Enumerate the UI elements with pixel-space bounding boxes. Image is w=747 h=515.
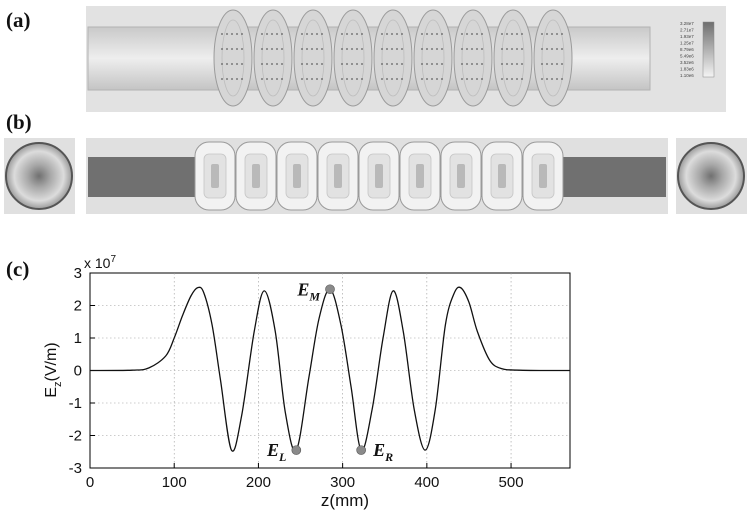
panel-label-a: (a) bbox=[6, 8, 31, 32]
panel-b-cell bbox=[399, 141, 441, 211]
panel-b-cross-sections bbox=[4, 138, 747, 214]
y-tick-label: -2 bbox=[69, 428, 82, 445]
panel-a-cells bbox=[213, 9, 573, 107]
y-tick-label: -1 bbox=[69, 395, 82, 412]
panel-a-cell bbox=[413, 9, 453, 107]
panel-b-cell bbox=[522, 141, 564, 211]
panel-b-cell bbox=[276, 141, 318, 211]
panel-b-left-endview bbox=[5, 142, 73, 210]
panel-a-colorbar bbox=[702, 21, 715, 78]
panel-a-cell bbox=[293, 9, 333, 107]
panel-b-cell bbox=[481, 141, 523, 211]
y-tick-label: 1 bbox=[74, 330, 82, 347]
panel-a-cell bbox=[533, 9, 573, 107]
panel-b-right-endview bbox=[677, 142, 745, 210]
colorbar-tick-label: 1.25e7 bbox=[680, 41, 694, 46]
marker-point bbox=[291, 445, 302, 455]
panel-b-cell bbox=[358, 141, 400, 211]
x-tick-label: 0 bbox=[86, 474, 94, 491]
panel-a-cell bbox=[373, 9, 413, 107]
marker-point bbox=[356, 445, 366, 455]
x-tick-label: 100 bbox=[162, 474, 187, 491]
panel-a-cell bbox=[253, 9, 293, 107]
panel-b-cell bbox=[317, 141, 359, 211]
y-tick-label: 2 bbox=[74, 298, 82, 315]
colorbar-tick-label: 8.79e6 bbox=[680, 47, 694, 52]
marker-point bbox=[325, 284, 335, 295]
x-tick-label: 300 bbox=[330, 474, 355, 491]
x-tick-label: 400 bbox=[414, 474, 439, 491]
panel-b-cell bbox=[235, 141, 277, 211]
panel-label-b: (b) bbox=[6, 110, 32, 134]
panel-label-c: (c) bbox=[6, 257, 30, 281]
colorbar-tick-label: 2.71e7 bbox=[680, 28, 694, 33]
panel-a-cell bbox=[453, 9, 493, 107]
panel-b-cell bbox=[194, 141, 236, 211]
panel-a-cell bbox=[493, 9, 533, 107]
panel-b-cell bbox=[440, 141, 482, 211]
y-tick-label: -3 bbox=[69, 460, 82, 477]
colorbar-tick-label: 1.93e7 bbox=[680, 34, 694, 39]
colorbar-tick-label: 5.49e6 bbox=[680, 54, 694, 59]
colorbar-tick-label: 3.52e6 bbox=[680, 60, 694, 65]
panel-a-cell bbox=[213, 9, 253, 107]
y-tick-label: 0 bbox=[74, 363, 82, 380]
y-tick-label: 3 bbox=[74, 265, 82, 282]
x-tick-label: 500 bbox=[499, 474, 524, 491]
y-multiplier: x 107 bbox=[84, 254, 116, 271]
grid-lines bbox=[90, 273, 570, 468]
colorbar-tick-label: 1.10e6 bbox=[680, 73, 694, 78]
colorbar-tick-label: 3.28e7 bbox=[680, 21, 694, 26]
panel-a-cell bbox=[333, 9, 373, 107]
x-tick-label: 200 bbox=[246, 474, 271, 491]
colorbar-tick-label: 1.83e6 bbox=[680, 67, 694, 72]
panel-b-cells bbox=[194, 141, 564, 211]
y-axis-label: Ez(V/m) bbox=[43, 342, 64, 397]
x-axis-label: z(mm) bbox=[321, 491, 369, 510]
